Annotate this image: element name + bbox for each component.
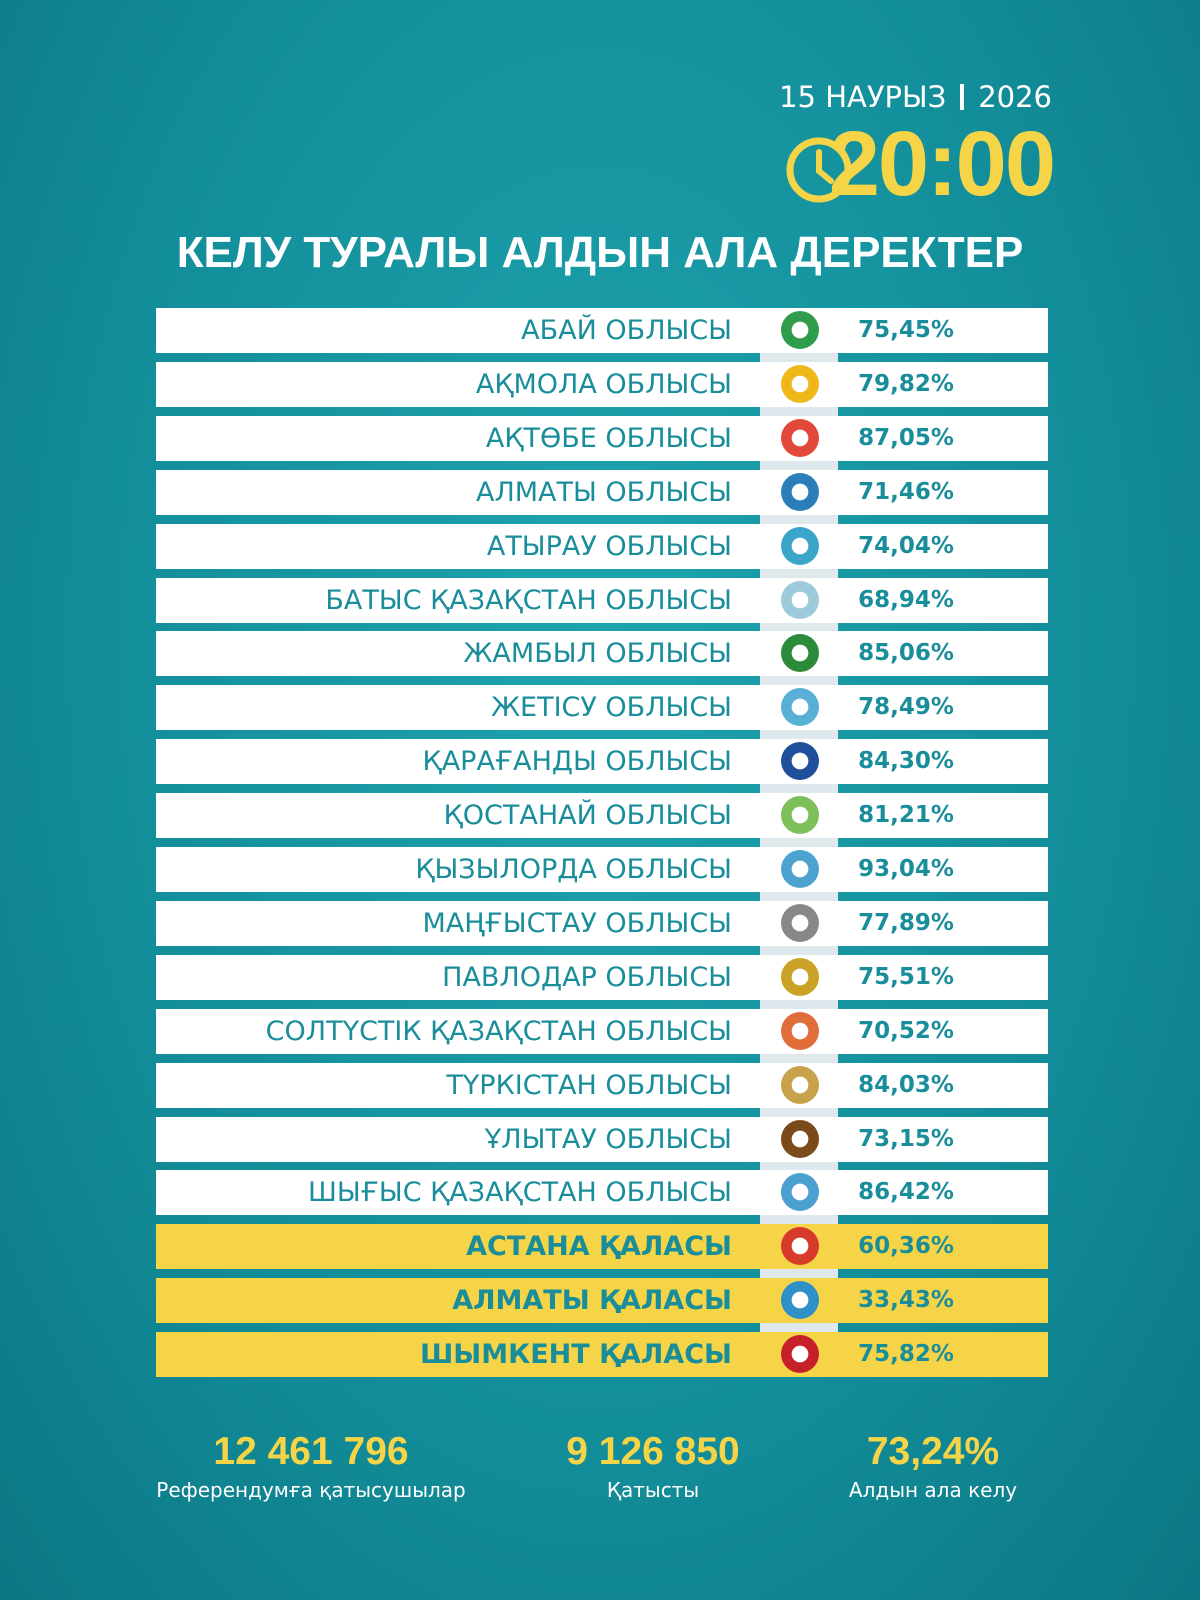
turnout: 84,03% <box>858 1071 954 1098</box>
region-logo <box>781 796 819 835</box>
region-logo <box>781 1281 819 1320</box>
turnout: 79,82% <box>858 370 954 397</box>
turnout: 75,51% <box>858 963 954 990</box>
stat-value: 73,24% <box>866 1430 1000 1473</box>
turnout: 70,52% <box>858 1017 954 1044</box>
stat-label: Референдумға қатысушылар <box>156 1478 466 1502</box>
region-logo <box>781 1011 819 1050</box>
region-name: ҚЫЗЫЛОРДА ОБЛЫСЫ <box>415 854 732 885</box>
region-name: АБАЙ ОБЛЫСЫ <box>521 315 732 346</box>
table-row: ҚЫЗЫЛОРДА ОБЛЫСЫ 93,04% <box>156 847 1048 892</box>
table-row: СОЛТҮСТІК ҚАЗАҚСТАН ОБЛЫСЫ 70,52% <box>156 1008 1048 1054</box>
region-logo <box>781 1173 819 1212</box>
region-name: АҚТӨБЕ ОБЛЫСЫ <box>485 422 732 454</box>
region-name: ЖАМБЫЛ ОБЛЫСЫ <box>463 638 732 670</box>
table-row: ҰЛЫТАУ ОБЛЫСЫ 73,15% <box>156 1116 1048 1162</box>
region-name: АЛМАТЫ ҚАЛАСЫ <box>452 1285 732 1317</box>
turnout: 74,04% <box>858 532 954 559</box>
region-logo <box>781 1335 819 1374</box>
region-name: АЛМАТЫ ОБЛЫСЫ <box>475 476 732 508</box>
turnout: 75,45% <box>858 317 954 343</box>
logo-column <box>760 308 838 1378</box>
stat-value: 9 126 850 <box>566 1430 740 1473</box>
region-name: АҚМОЛА ОБЛЫСЫ <box>475 368 732 400</box>
stat: 73,24% Алдын ала келу <box>753 1430 1113 1502</box>
turnout: 71,46% <box>858 478 954 505</box>
stat: 9 126 850 Қатысты <box>473 1430 833 1502</box>
turnout: 87,05% <box>858 424 954 451</box>
table-row: АЛМАТЫ ОБЛЫСЫ 71,46% <box>156 469 1048 515</box>
stat-label: Алдын ала келу <box>848 1478 1018 1502</box>
region-name: ҰЛЫТАУ ОБЛЫСЫ <box>484 1123 732 1155</box>
region-logo <box>781 580 819 619</box>
stat: 12 461 796 Референдумға қатысушылар <box>131 1430 491 1502</box>
table-row: АҚТӨБЕ ОБЛЫСЫ 87,05% <box>156 415 1048 461</box>
date: 15 НАУРЫЗ <box>779 80 947 114</box>
turnout: 77,89% <box>858 909 954 936</box>
table-row: ТҮРКІСТАН ОБЛЫСЫ 84,03% <box>156 1062 1048 1108</box>
region-logo <box>781 472 819 511</box>
region-logo <box>781 364 819 403</box>
turnout: 73,15% <box>858 1125 954 1152</box>
table-row: ПАВЛОДАР ОБЛЫСЫ 75,51% <box>156 954 1048 1000</box>
table-row: ҚОСТАНАЙ ОБЛЫСЫ 81,21% <box>156 793 1048 839</box>
time: 20:00 <box>828 113 1056 215</box>
region-logo <box>781 957 819 996</box>
region-logo <box>781 634 819 673</box>
turnout: 68,94% <box>858 586 954 613</box>
region-name: ҚОСТАНАЙ ОБЛЫСЫ <box>443 800 732 832</box>
region-name: АСТАНА ҚАЛАСЫ <box>466 1231 732 1263</box>
stat-label: Қатысты <box>606 1478 700 1502</box>
turnout: 86,42% <box>858 1179 954 1206</box>
turnout: 84,30% <box>858 748 954 775</box>
region-logo <box>781 742 819 781</box>
region-logo <box>781 311 819 349</box>
turnout: 75,82% <box>858 1341 954 1368</box>
table-row: АҚМОЛА ОБЛЫСЫ 79,82% <box>156 361 1048 407</box>
region-logo <box>781 1227 819 1266</box>
table-row: АБАЙ ОБЛЫСЫ 75,45% <box>156 308 1048 353</box>
separator <box>960 84 965 110</box>
region-logo <box>781 418 819 457</box>
region-name: АТЫРАУ ОБЛЫСЫ <box>486 530 732 562</box>
table-row: МАҢҒЫСТАУ ОБЛЫСЫ 77,89% <box>156 900 1048 946</box>
table-row: АЛМАТЫ ҚАЛАСЫ 33,43% <box>156 1278 1048 1324</box>
turnout: 81,21% <box>858 802 954 829</box>
turnout: 78,49% <box>858 694 954 721</box>
region-logo <box>781 1119 819 1158</box>
table-row: АТЫРАУ ОБЛЫСЫ 74,04% <box>156 523 1048 569</box>
turnout: 85,06% <box>858 640 954 667</box>
region-logo <box>781 526 819 565</box>
region-name: МАҢҒЫСТАУ ОБЛЫСЫ <box>422 907 732 939</box>
region-name: ПАВЛОДАР ОБЛЫСЫ <box>442 961 732 993</box>
table-row: ШЫМКЕНТ ҚАЛАСЫ 75,82% <box>156 1332 1048 1378</box>
region-name: БАТЫС ҚАЗАҚСТАН ОБЛЫСЫ <box>325 584 732 616</box>
date-line: 15 НАУРЫЗ 2026 <box>779 80 1052 114</box>
table-row: АСТАНА ҚАЛАСЫ 60,36% <box>156 1224 1048 1270</box>
region-name: ЖЕТІСУ ОБЛЫСЫ <box>490 692 732 724</box>
title: КЕЛУ ТУРАЛЫ АЛДЫН АЛА ДЕРЕКТЕР <box>176 228 1024 277</box>
turnout: 93,04% <box>858 856 954 882</box>
table-row: ШЫҒЫС ҚАЗАҚСТАН ОБЛЫСЫ 86,42% <box>156 1170 1048 1216</box>
region-logo <box>781 1065 819 1104</box>
region-name: ТҮРКІСТАН ОБЛЫСЫ <box>446 1069 732 1101</box>
turnout: 60,36% <box>858 1233 954 1260</box>
year: 2026 <box>978 80 1052 114</box>
region-logo <box>781 688 819 727</box>
table-row: ЖАМБЫЛ ОБЛЫСЫ 85,06% <box>156 631 1048 677</box>
region-name: ҚАРАҒАНДЫ ОБЛЫСЫ <box>422 746 732 778</box>
table-row: ЖЕТІСУ ОБЛЫСЫ 78,49% <box>156 685 1048 731</box>
turnout: 33,43% <box>858 1287 954 1314</box>
region-name: СОЛТҮСТІК ҚАЗАҚСТАН ОБЛЫСЫ <box>265 1015 732 1047</box>
region-name: ШЫҒЫС ҚАЗАҚСТАН ОБЛЫСЫ <box>307 1177 732 1209</box>
region-logo <box>781 903 819 942</box>
clock-icon <box>786 137 852 203</box>
region-logo <box>781 850 819 888</box>
region-name: ШЫМКЕНТ ҚАЛАСЫ <box>419 1339 732 1371</box>
table-row: БАТЫС ҚАЗАҚСТАН ОБЛЫСЫ 68,94% <box>156 577 1048 623</box>
stat-value: 12 461 796 <box>213 1430 409 1473</box>
table-row: ҚАРАҒАНДЫ ОБЛЫСЫ 84,30% <box>156 739 1048 785</box>
